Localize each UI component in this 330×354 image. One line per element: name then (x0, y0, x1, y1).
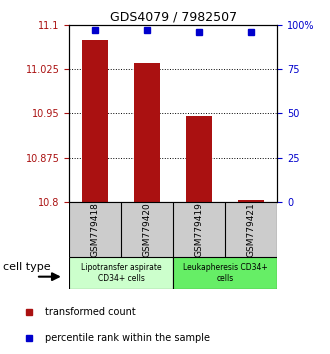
Text: cell type: cell type (3, 262, 51, 272)
Bar (186, 116, 212, 202)
Text: GSM779421: GSM779421 (247, 202, 256, 257)
Text: Leukapheresis CD34+
cells: Leukapheresis CD34+ cells (183, 263, 268, 282)
Text: Lipotransfer aspirate
CD34+ cells: Lipotransfer aspirate CD34+ cells (81, 263, 162, 282)
Title: GDS4079 / 7982507: GDS4079 / 7982507 (110, 11, 237, 24)
Text: percentile rank within the sample: percentile rank within the sample (45, 333, 210, 343)
Text: GSM779418: GSM779418 (91, 202, 100, 257)
Text: GSM779420: GSM779420 (143, 202, 152, 257)
Bar (134, 63, 160, 202)
Text: GSM779419: GSM779419 (195, 202, 204, 257)
Text: transformed count: transformed count (45, 307, 135, 317)
FancyBboxPatch shape (173, 257, 277, 289)
FancyBboxPatch shape (69, 257, 173, 289)
FancyBboxPatch shape (69, 202, 277, 257)
Bar (238, 200, 264, 202)
Bar (82, 40, 108, 202)
